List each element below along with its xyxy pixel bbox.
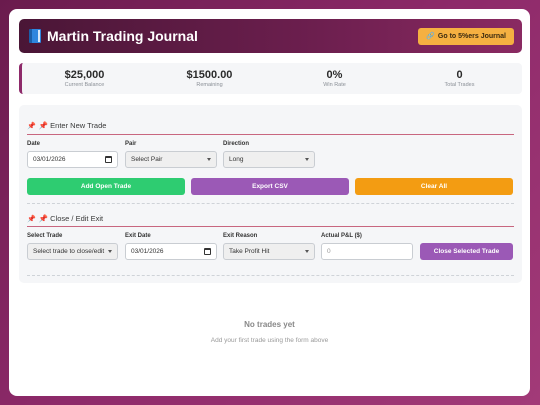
direction-value: Long [229, 156, 244, 163]
date-label: Date [27, 141, 41, 147]
new-trade-section-title: 📌 📌 Enter New Trade [27, 121, 106, 130]
stat-remaining: $1500.00 Remaining [147, 69, 272, 89]
app-title-group: Martin Trading Journal [29, 28, 198, 44]
link-icon: 🔗 [426, 33, 435, 40]
close-trade-section-title: 📌 📌 Close / Edit Exit [27, 214, 103, 223]
pin-icon: 📌 [27, 122, 36, 130]
direction-select[interactable]: Long [223, 151, 315, 168]
book-icon [29, 29, 41, 43]
stat-value: 0% [326, 68, 343, 81]
stat-total-trades: 0 Total Trades [397, 69, 522, 89]
section-divider [27, 226, 514, 227]
section-separator [27, 203, 514, 204]
app-header: Martin Trading Journal 🔗 Go to 5%ers Jou… [19, 19, 522, 53]
stat-label: Current Balance [64, 81, 105, 88]
exit-date-value: 03/01/2026 [131, 248, 164, 255]
app-title: Martin Trading Journal [47, 28, 198, 44]
close-selected-trade-button[interactable]: Close Selected Trade [420, 243, 513, 260]
clear-all-button[interactable]: Clear All [355, 178, 513, 195]
pnl-placeholder: 0 [327, 248, 331, 255]
date-input[interactable]: 03/01/2026 [27, 151, 118, 168]
new-trade-title: 📌 Enter New Trade [38, 121, 107, 130]
exit-reason-value: Take Profit Hit [229, 248, 270, 255]
stat-label: Win Rate [323, 81, 346, 88]
calendar-icon[interactable] [105, 156, 112, 163]
date-value: 03/01/2026 [33, 156, 66, 163]
stat-win-rate: 0% Win Rate [272, 69, 397, 89]
stat-label: Total Trades [444, 81, 475, 88]
pair-select[interactable]: Select Pair [125, 151, 217, 168]
stats-bar: $25,000 Current Balance $1500.00 Remaini… [19, 63, 522, 94]
add-open-trade-button[interactable]: Add Open Trade [27, 178, 185, 195]
chevron-down-icon [108, 250, 112, 253]
export-csv-button[interactable]: Export CSV [191, 178, 349, 195]
go-to-journal-button[interactable]: 🔗 Go to 5%ers Journal [418, 27, 514, 45]
pnl-input[interactable]: 0 [321, 243, 413, 260]
go-to-journal-label: Go to 5%ers Journal [437, 32, 506, 40]
exit-date-input[interactable]: 03/01/2026 [125, 243, 217, 260]
empty-state-title: No trades yet [244, 320, 295, 329]
pin-icon: 📌 [27, 215, 36, 223]
stat-label: Remaining [196, 81, 223, 88]
chevron-down-icon [305, 158, 309, 161]
stat-current-balance: $25,000 Current Balance [22, 69, 147, 89]
stat-value: $1500.00 [186, 68, 233, 81]
stat-value: $25,000 [64, 68, 105, 81]
close-trade-title: 📌 Close / Edit Exit [38, 214, 104, 223]
app-card: Martin Trading Journal 🔗 Go to 5%ers Jou… [9, 9, 530, 396]
exit-date-label: Exit Date [125, 233, 151, 239]
section-divider [27, 134, 514, 135]
select-trade-value: Select trade to close/edit [33, 248, 105, 255]
direction-label: Direction [223, 141, 250, 147]
forms-panel: 📌 📌 Enter New Trade Date 03/01/2026 Pair… [19, 105, 522, 283]
empty-state-subtitle: Add your first trade using the form abov… [210, 337, 329, 344]
pnl-label: Actual P&L ($) [321, 233, 362, 239]
stat-value: 0 [456, 68, 463, 81]
chevron-down-icon [207, 158, 211, 161]
select-trade-label: Select Trade [27, 233, 63, 239]
select-trade-select[interactable]: Select trade to close/edit [27, 243, 118, 260]
pair-value: Select Pair [131, 156, 163, 163]
exit-reason-select[interactable]: Take Profit Hit [223, 243, 315, 260]
section-separator [27, 275, 514, 276]
chevron-down-icon [305, 250, 309, 253]
pair-label: Pair [125, 141, 137, 147]
exit-reason-label: Exit Reason [223, 233, 258, 239]
calendar-icon[interactable] [204, 248, 211, 255]
